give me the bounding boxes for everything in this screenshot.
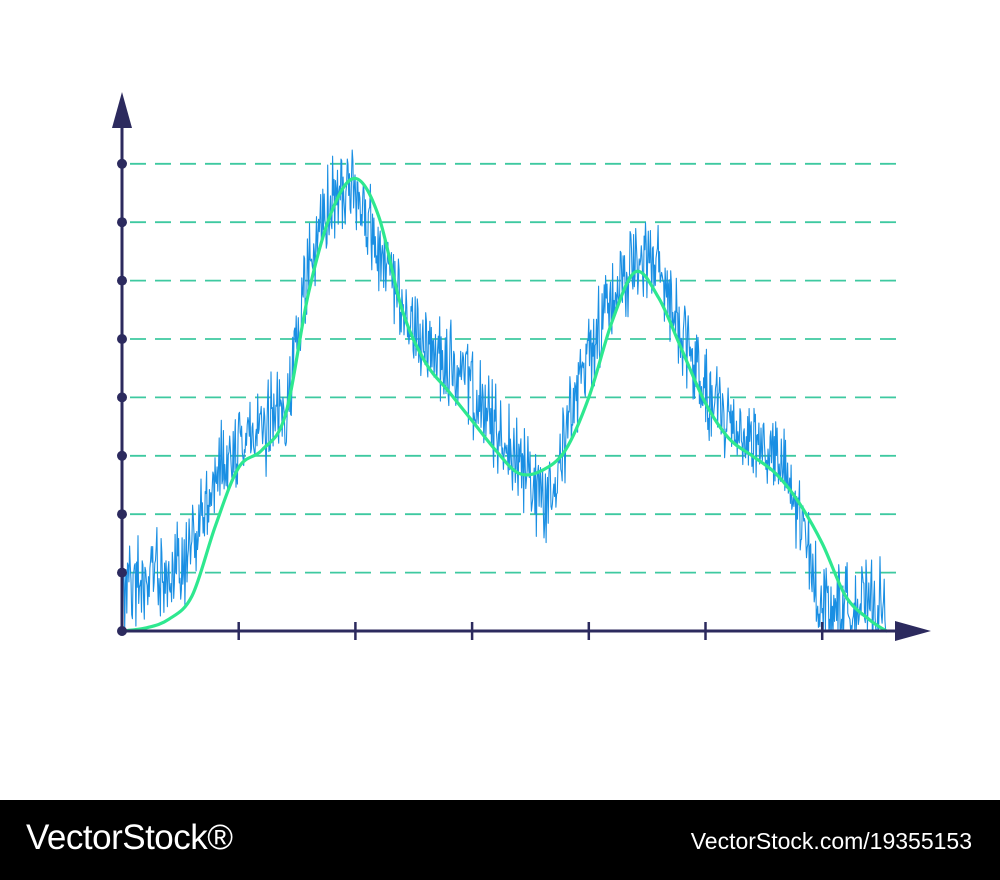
y-tick-dot <box>117 567 127 578</box>
y-tick-dot <box>117 158 127 169</box>
y-tick-dot <box>117 217 127 228</box>
watermark-bar: VectorStock® VectorStock.com/19355153 <box>0 800 1000 880</box>
line-chart-svg <box>112 92 931 641</box>
y-axis-arrow-icon <box>112 92 132 128</box>
series-smooth-line <box>120 176 888 633</box>
chart <box>112 92 931 641</box>
series-noisy-line <box>123 149 887 631</box>
y-tick-dot <box>117 334 127 344</box>
y-tick-dot <box>117 450 127 461</box>
y-tick-dot <box>117 275 127 286</box>
watermark-url: VectorStock.com/19355153 <box>690 828 972 854</box>
watermark-logo: VectorStock® <box>26 818 233 857</box>
x-axis-arrow-icon <box>895 621 931 641</box>
y-tick-dot <box>117 626 127 636</box>
y-tick-dot <box>117 392 127 403</box>
y-tick-dot <box>117 509 127 520</box>
